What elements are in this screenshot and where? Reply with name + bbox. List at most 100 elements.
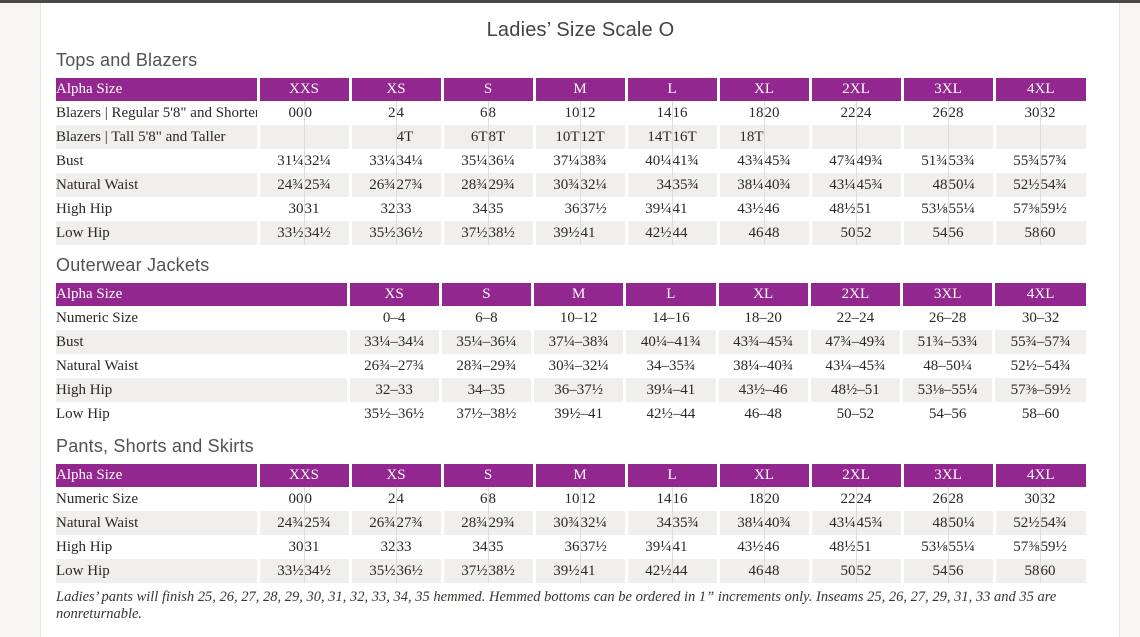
size-value: 32 xyxy=(348,535,397,559)
size-value: 51 xyxy=(855,197,903,221)
size-value: 33½ xyxy=(256,221,304,245)
size-value: 36–37½ xyxy=(530,378,625,402)
size-value: 26 xyxy=(900,101,949,125)
size-value: 30¾–32¼ xyxy=(530,354,625,378)
size-value: 47¾ xyxy=(808,149,857,173)
size-value: 43¾–45¾ xyxy=(715,330,810,354)
size-value: 14–16 xyxy=(623,306,717,330)
size-value: 0 xyxy=(303,487,351,511)
size-tables-container: Tops and Blazers Alpha Size XXS XS S M L XL 2XL 3… xyxy=(56,50,1119,583)
size-value: 40¼–41¾ xyxy=(623,330,717,354)
size-value: 28¾ xyxy=(440,173,489,197)
size-col-header: XS xyxy=(348,464,443,487)
size-col-header: 3XL xyxy=(900,464,995,487)
size-col-header: S xyxy=(440,464,535,487)
size-value: 43½ xyxy=(716,535,765,559)
table-row: Natural Waist 24¾ 25¾ 26¾ 27¾ 28¾ 29¾ 30¾ 32¼ 34 3… xyxy=(56,511,1087,535)
size-value: 38¼–40¾ xyxy=(715,354,810,378)
table-row: High Hip 30 31 32 33 34 35 36 37½ 39¼ 41 43½ 46 48½ 51… xyxy=(56,197,1087,221)
size-value: 56 xyxy=(947,221,995,245)
size-value: 36¼ xyxy=(487,149,535,173)
size-value: 57⅜–59½ xyxy=(992,378,1086,402)
size-value: 50¼ xyxy=(947,511,995,535)
row-label: Low Hip xyxy=(56,224,110,241)
size-value: 50 xyxy=(808,221,857,245)
size-col-header: S xyxy=(438,283,533,306)
size-value: 56 xyxy=(947,559,995,583)
size-value: 6T xyxy=(440,125,489,149)
row-label: Numeric Size xyxy=(56,490,139,507)
size-value: 30 xyxy=(992,101,1041,125)
size-value xyxy=(947,125,995,149)
size-value: 41 xyxy=(579,559,627,583)
size-col-header: 2XL xyxy=(808,464,903,487)
size-value: 32 xyxy=(348,197,397,221)
size-value: 32¼ xyxy=(579,511,627,535)
size-col-header: 4XL xyxy=(992,464,1087,487)
size-col-header: 3XL xyxy=(900,78,995,101)
size-value: 52 xyxy=(855,221,903,245)
size-col-header: M xyxy=(532,78,627,101)
size-value: 39½ xyxy=(532,221,581,245)
size-value: 48 xyxy=(763,559,811,583)
size-table: Alpha Size XXS XS S M L XL 2XL 3XL 4XL Numeric Siz… xyxy=(56,464,1087,583)
size-value: 8T xyxy=(487,125,535,149)
size-value: 58 xyxy=(992,221,1041,245)
table-header: Alpha Size XXS XS S M L XL 2XL 3XL 4XL xyxy=(56,464,1087,487)
size-value: 6 xyxy=(440,487,489,511)
size-value: 35½ xyxy=(348,559,397,583)
size-col-header: L xyxy=(624,78,719,101)
section-heading: Tops and Blazers xyxy=(56,50,198,70)
row-label: High Hip xyxy=(56,538,113,555)
size-col-header: XL xyxy=(716,464,811,487)
size-value: 32 xyxy=(1039,487,1087,511)
row-label: Natural Waist xyxy=(56,176,139,193)
row-label: Bust xyxy=(56,152,84,169)
size-value: 41 xyxy=(671,197,719,221)
size-value xyxy=(855,125,903,149)
page-title: Ladies’ Size Scale O xyxy=(486,19,675,41)
size-value: 10 xyxy=(532,487,581,511)
table-row: Blazers | Tall 5'8" and Taller 4T 6T 8T 10T 1… xyxy=(56,125,1087,149)
size-value: 37½ xyxy=(440,559,489,583)
size-value: 54 xyxy=(900,559,949,583)
size-value: 6 xyxy=(440,101,489,125)
size-value: 37¼–38¾ xyxy=(530,330,625,354)
table-row: Numeric Size 0–4 6–8 10–12 14–16 18–20 22–24 26… xyxy=(56,306,1086,330)
size-value: 25¾ xyxy=(303,511,351,535)
size-value: 22 xyxy=(808,487,857,511)
header-row: Alpha Size XXS XS S M L XL 2XL 3XL 4XL xyxy=(56,464,1087,487)
size-value: 43¾ xyxy=(716,149,765,173)
table-body: Numeric Size 00 0 2 4 6 8 10 12 14 16 18 20 22 24 26 28 3… xyxy=(56,487,1087,583)
size-col-header: XXS xyxy=(256,464,351,487)
size-value: 8 xyxy=(487,101,535,125)
size-value: 26–28 xyxy=(899,306,994,330)
size-value: 12 xyxy=(579,101,627,125)
size-value: 18 xyxy=(716,101,765,125)
size-value: 38½ xyxy=(487,559,535,583)
size-value: 54 xyxy=(900,221,949,245)
size-value: 29¾ xyxy=(487,511,535,535)
header-row: Alpha Size XS S M L XL 2XL 3XL 4XL xyxy=(56,283,1086,306)
size-value: 27¾ xyxy=(395,173,443,197)
size-value: 37½ xyxy=(579,535,627,559)
size-value: 10T xyxy=(532,125,581,149)
size-value: 57⅜ xyxy=(992,535,1041,559)
row-label: Low Hip xyxy=(56,405,110,422)
table-row: Numeric Size 00 0 2 4 6 8 10 12 14 16 18 20 22 24 26 28 3… xyxy=(56,487,1087,511)
size-value: 37½ xyxy=(440,221,489,245)
size-value: 46 xyxy=(716,221,765,245)
alpha-size-header: Alpha Size xyxy=(56,78,258,101)
footnote: Ladies’ pants will finish 25, 26, 27, 28… xyxy=(56,589,1057,622)
size-value: 16 xyxy=(671,101,719,125)
size-value: 53⅛–55¼ xyxy=(899,378,994,402)
size-table: Alpha Size XS S M L XL 2XL 3XL 4XL Numeric Size 0–… xyxy=(56,283,1086,426)
table-row: Natural Waist 26¾–27¾ 28¾–29¾ 30¾–32¼ 34–35¾… xyxy=(56,354,1086,378)
size-value: 38¼ xyxy=(716,511,765,535)
size-value: 43¼ xyxy=(808,173,857,197)
size-value: 51¾–53¾ xyxy=(899,330,994,354)
size-value: 26¾–27¾ xyxy=(346,354,441,378)
size-col-header: XS xyxy=(348,78,443,101)
table-section-0: Tops and Blazers Alpha Size XXS XS S M L XL 2XL 3… xyxy=(56,50,1119,245)
size-value: 52½ xyxy=(992,511,1041,535)
